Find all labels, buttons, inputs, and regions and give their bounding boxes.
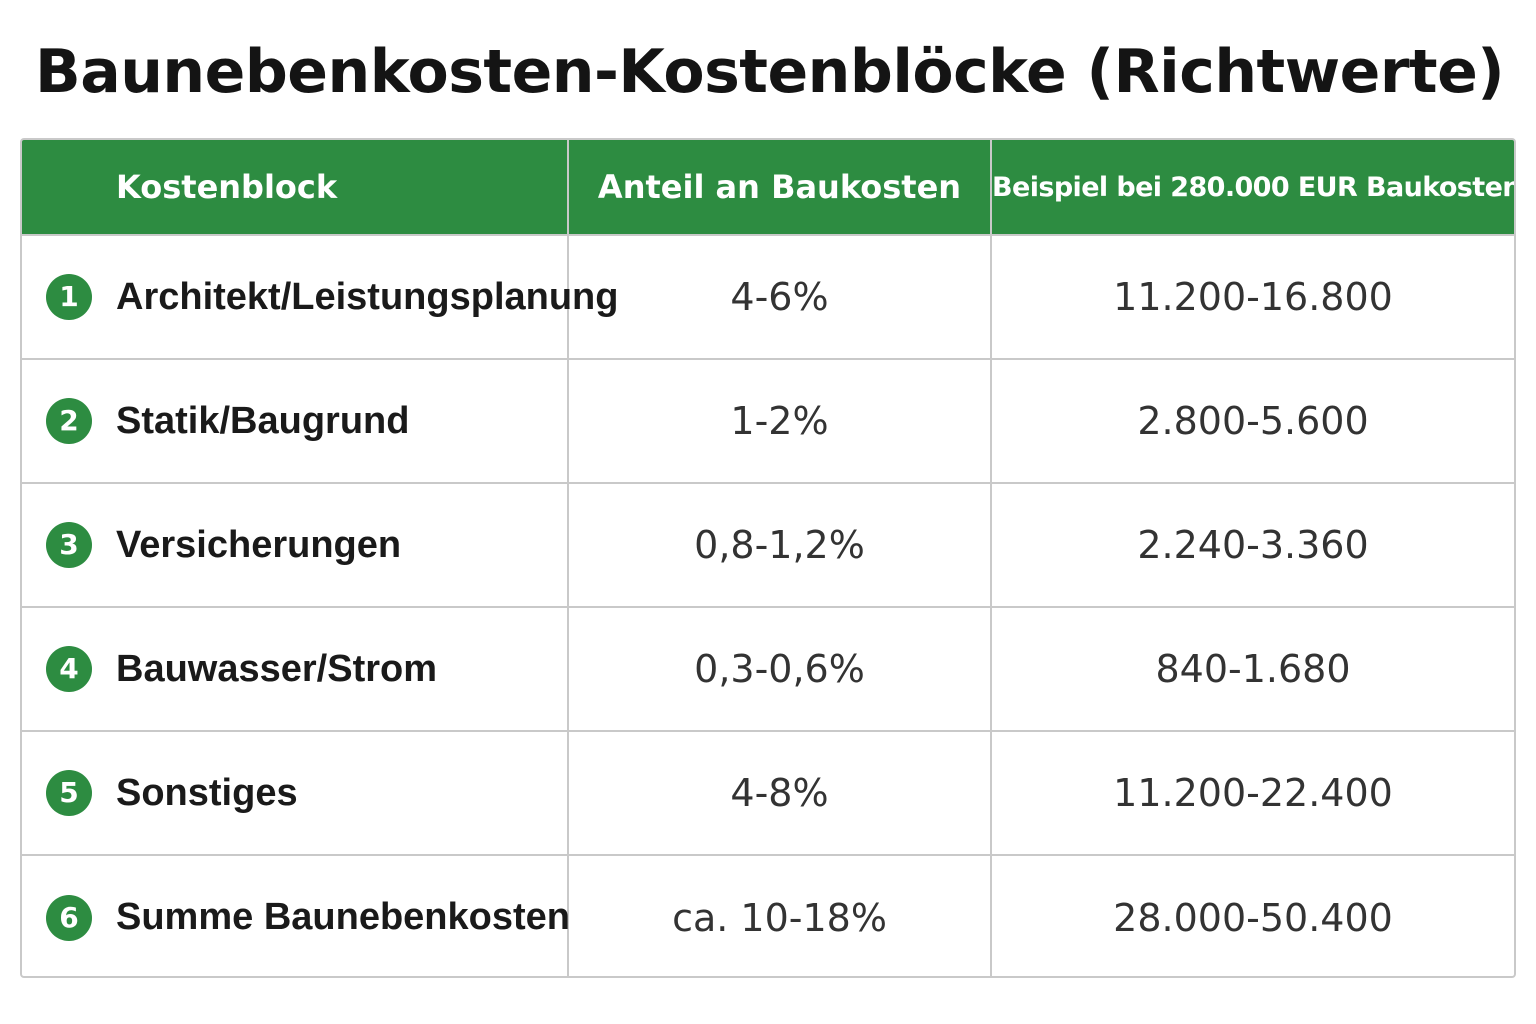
row-number-badge: 1 (46, 274, 92, 320)
row-number-badge: 6 (46, 894, 92, 941)
cost-block-cell: 2 Statik/Baugrund (22, 359, 569, 484)
cost-table-grid: Kostenblock Anteil an Baukosten Beispiel… (22, 140, 1514, 976)
cost-block-cell: 5 Sonstiges (22, 731, 569, 856)
cost-block-label: Bauwasser/Strom (116, 647, 438, 690)
header-kostenblock: Kostenblock (22, 140, 569, 236)
example-cell: 11.200-16.800 (991, 235, 1514, 360)
share-cell: 1-2% (568, 359, 992, 484)
share-cell: ca. 10-18% (568, 855, 992, 976)
row-number-badge: 5 (46, 770, 92, 816)
example-cell: 28.000-50.400 (1113, 895, 1393, 940)
share-cell: 0,8-1,2% (568, 483, 992, 608)
cost-block-cell: 1 Architekt/Leistungsplanung (22, 235, 618, 360)
share-cell: 4-6% (568, 235, 992, 360)
table-row: 4 Bauwasser/Strom 0,3-0,6% 840-1.680 (22, 607, 1514, 732)
cost-block-label: Versicherungen (116, 523, 402, 566)
header-beispiel: Beispiel bei 280.000 EUR Baukosten (991, 140, 1514, 236)
header-anteil: Anteil an Baukosten (568, 140, 992, 236)
row-number-badge: 2 (46, 398, 92, 444)
example-cell: 2.800-5.600 (991, 359, 1514, 484)
cost-block-cell: 3 Versicherungen (22, 483, 569, 608)
table-row-total: 6 Summe Baunebenkosten ca. 10-18% 28.000… (22, 855, 1514, 976)
table-row: 1 Architekt/Leistungsplanung 4-6% 11.200… (22, 235, 1514, 360)
cost-block-label: Architekt/Leistungsplanung (116, 275, 619, 318)
cost-block-cell: 4 Bauwasser/Strom (22, 607, 569, 732)
example-cell: 840-1.680 (991, 607, 1514, 732)
cost-block-label: Summe Baunebenkosten (116, 896, 570, 938)
example-cell: 2.240-3.360 (991, 483, 1514, 608)
cost-block-cell: 6 Summe Baunebenkosten (22, 855, 570, 976)
table-row: 5 Sonstiges 4-8% 11.200-22.400 (22, 731, 1514, 856)
cost-table: Kostenblock Anteil an Baukosten Beispiel… (20, 138, 1516, 978)
page-title: Baunebenkosten-Kostenblöcke (Richtwerte) (35, 37, 1505, 107)
example-cell: 11.200-22.400 (991, 731, 1514, 856)
cost-block-label: Sonstiges (116, 771, 298, 814)
share-cell: 4-8% (568, 731, 992, 856)
table-header-row: Kostenblock Anteil an Baukosten Beispiel… (22, 140, 1514, 236)
table-row: 2 Statik/Baugrund 1-2% 2.800-5.600 (22, 359, 1514, 484)
table-row: 3 Versicherungen 0,8-1,2% 2.240-3.360 (22, 483, 1514, 608)
row-number-badge: 3 (46, 522, 92, 568)
row-number-badge: 4 (46, 646, 92, 692)
cost-block-label: Statik/Baugrund (116, 399, 410, 442)
share-cell: 0,3-0,6% (568, 607, 992, 732)
